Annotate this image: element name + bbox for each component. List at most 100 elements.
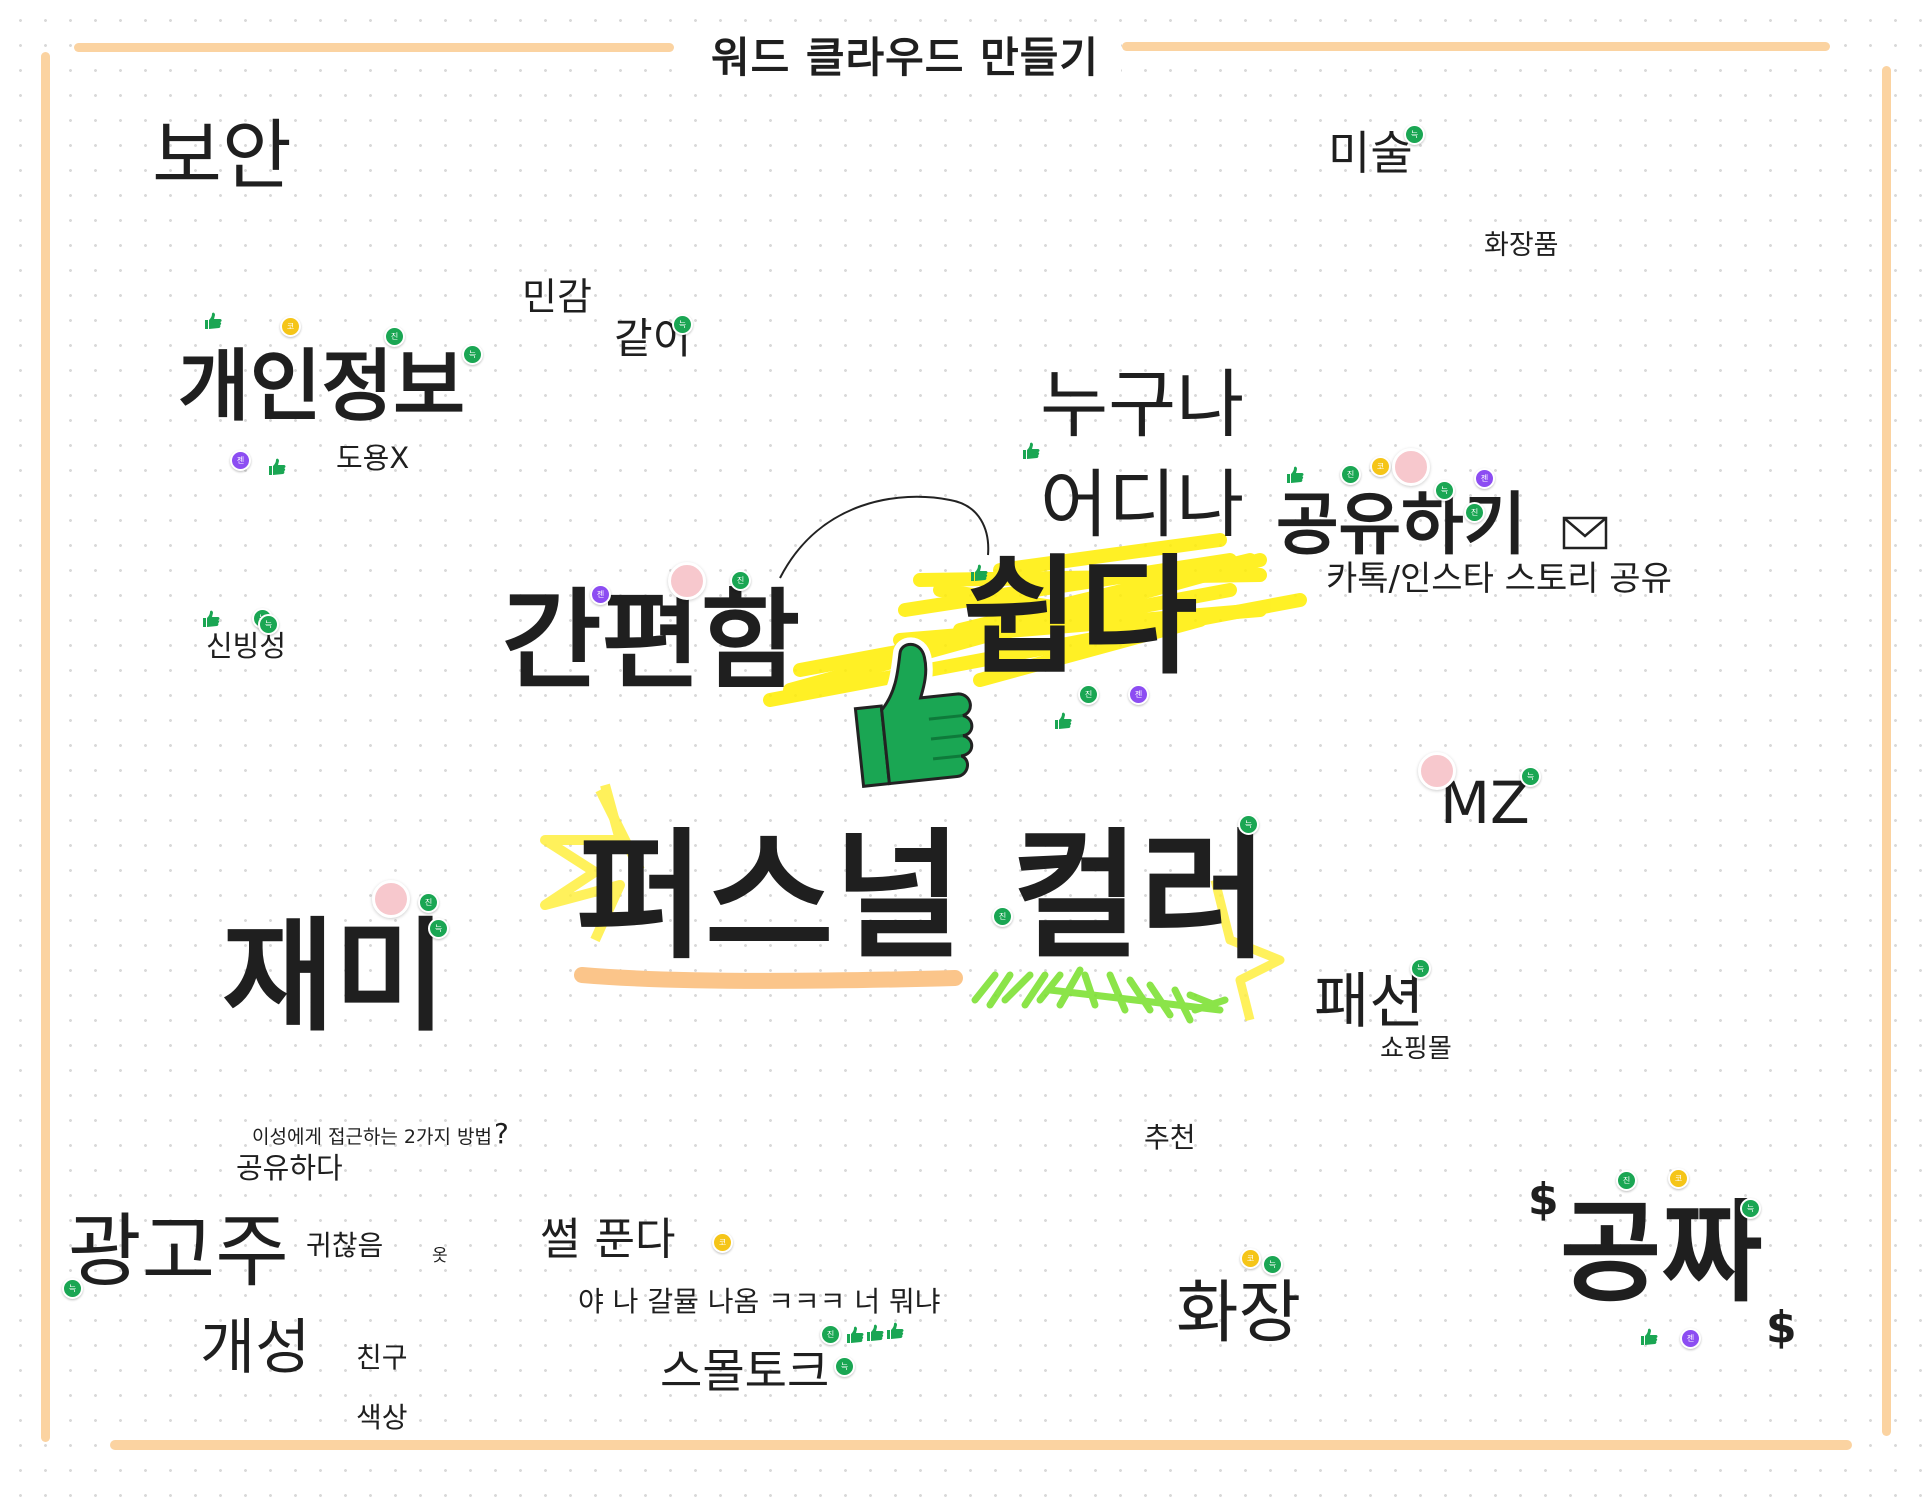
thumbs-up-icon[interactable] <box>1286 466 1304 484</box>
word-gongjja: 공짜 <box>1560 1189 1763 1317</box>
word-swipda: 쉽다 <box>962 543 1198 692</box>
dollar-sign-right: $ <box>1766 1302 1797 1353</box>
green-grass-scribble <box>971 966 1229 1024</box>
word-saeksang: 색상 <box>356 1401 408 1434</box>
avatar-nuk[interactable]: 늑 <box>1238 814 1259 835</box>
avatar-nuk[interactable]: 늑 <box>428 918 449 939</box>
avatar-nuk[interactable]: 늑 <box>258 614 279 635</box>
word-eodina: 어디나 <box>1040 462 1245 548</box>
word-jaemi: 재미 <box>222 906 447 1048</box>
avatar-jin[interactable]: 진 <box>1616 1170 1637 1191</box>
board-title-text: 워드 클라우드 만들기 <box>688 33 1121 82</box>
thumbs-up-sticker[interactable] <box>828 632 979 794</box>
thumbs-up-icon[interactable] <box>268 458 286 476</box>
avatar-jin[interactable]: 진 <box>730 570 751 591</box>
thumbs-up-icon[interactable] <box>1022 442 1040 460</box>
avatar-nuk[interactable]: 늑 <box>1404 124 1425 145</box>
frame-top-left-line <box>74 43 674 52</box>
avatar-kko[interactable]: 코 <box>280 316 301 337</box>
avatar-nuk[interactable]: 늑 <box>1740 1198 1761 1219</box>
board-title: 워드 클라우드 만들기 <box>0 24 1810 85</box>
word-gaeinjeongbo: 개인정보 <box>178 342 466 432</box>
word-gaeseong: 개성 <box>200 1313 311 1383</box>
star-highlight-left <box>540 783 645 943</box>
avatar-nuk[interactable]: 늑 <box>1410 958 1431 979</box>
frame-left-line <box>41 52 50 1442</box>
avatar-nuk[interactable]: 늑 <box>62 1278 83 1299</box>
avatar-jen[interactable]: 젠 <box>1474 468 1495 489</box>
avatar-jin[interactable]: 진 <box>384 326 405 347</box>
thumbs-up-icon[interactable] <box>202 610 220 628</box>
avatar-nuk[interactable]: 늑 <box>672 314 693 335</box>
avatar-nuk[interactable]: 늑 <box>1262 1254 1283 1275</box>
avatar-jen[interactable]: 젠 <box>230 450 251 471</box>
word-ganpyeonham: 간편함 <box>502 579 801 704</box>
word-nuguna: 누구나 <box>1040 362 1245 448</box>
avatar-nuk[interactable]: 늑 <box>1520 766 1541 787</box>
word-iseong: 이성에게 접근하는 2가지 방법? <box>252 1120 509 1148</box>
avatar-pink[interactable] <box>1392 448 1430 486</box>
avatar-jin[interactable]: 진 <box>1340 464 1361 485</box>
word-hwajang: 화장 <box>1176 1274 1302 1353</box>
avatar-jin[interactable]: 진 <box>418 892 439 913</box>
avatar-nuk[interactable]: 늑 <box>462 344 483 365</box>
word-mz: MZ <box>1440 769 1530 837</box>
word-gongyuhagi: 공유하기 <box>1276 486 1527 565</box>
word-smalltalk: 스몰토크 <box>660 1344 830 1398</box>
avatar-jin[interactable]: 진 <box>820 1324 841 1345</box>
word-sinbingseong: 신빙성 <box>206 629 287 663</box>
word-ot: 옷 <box>432 1246 448 1266</box>
avatar-nuk[interactable]: 늑 <box>834 1356 855 1377</box>
word-gwichaneum: 귀찮음 <box>306 1229 384 1262</box>
avatar-pink[interactable] <box>1418 752 1456 790</box>
envelope-icon[interactable] <box>1562 516 1608 550</box>
word-iseong-text: 이성에게 접근하는 2가지 방법 <box>252 1126 492 1148</box>
frame-right-line <box>1882 66 1891 1436</box>
thumbs-up-icon[interactable] <box>886 1322 904 1340</box>
avatar-jin[interactable]: 진 <box>1078 684 1099 705</box>
word-gwanggoju: 광고주 <box>68 1205 289 1298</box>
dollar-sign-left: $ <box>1528 1174 1559 1225</box>
word-shoppingmol: 쇼핑몰 <box>1380 1034 1452 1064</box>
yellow-scribble-highlight <box>763 533 1307 707</box>
avatar-kko[interactable]: 코 <box>1240 1248 1261 1269</box>
avatar-nuk[interactable]: 늑 <box>1434 480 1455 501</box>
thumbs-up-icon[interactable] <box>970 564 988 582</box>
avatar-kko[interactable]: 코 <box>1370 456 1391 477</box>
star-highlight-right <box>1210 878 1285 1022</box>
question-mark-doodle: ? <box>493 1117 509 1150</box>
word-katok: 카톡/인스타 스토리 공유 <box>1326 559 1672 599</box>
avatar-jen[interactable]: 젠 <box>590 584 611 605</box>
word-mingam: 민감 <box>522 275 592 319</box>
word-boan: 보안 <box>152 111 292 200</box>
orange-underline <box>574 967 963 989</box>
thumbs-up-icon[interactable] <box>204 312 222 330</box>
avatar-pink[interactable] <box>372 880 410 918</box>
envelope-icon-graphic <box>1562 516 1608 550</box>
thumbs-up-icon[interactable] <box>1054 712 1072 730</box>
word-doyong: 도용X <box>336 441 410 475</box>
word-chucheon: 추천 <box>1144 1121 1196 1154</box>
avatar-kko[interactable]: 코 <box>1668 1168 1689 1189</box>
avatar-jen[interactable]: 젠 <box>1128 684 1149 705</box>
avatar-jin[interactable]: 진 <box>1464 502 1485 523</box>
word-hwajangpum: 화장품 <box>1484 230 1559 261</box>
word-misul: 미술 <box>1328 126 1413 180</box>
avatar-kko[interactable]: 코 <box>712 1232 733 1253</box>
thumbs-up-icon[interactable] <box>866 1324 884 1342</box>
avatar-jen[interactable]: 젠 <box>1680 1328 1701 1349</box>
word-personal-color: 퍼스널 컬러 <box>576 816 1269 979</box>
word-gongyuhada: 공유하다 <box>236 1151 343 1185</box>
word-paesyeon: 패션 <box>1314 967 1425 1037</box>
avatar-pink[interactable] <box>668 562 706 600</box>
word-ya: 야 나 갈뮬 나옴 ㅋㅋㅋ 너 뭐냐 <box>578 1285 941 1318</box>
avatar-jin[interactable]: 진 <box>992 906 1013 927</box>
frame-top-right-line <box>1122 42 1830 51</box>
thumbs-up-icon[interactable] <box>846 1326 864 1344</box>
thumbs-up-icon[interactable] <box>1640 1328 1658 1346</box>
connector-curve <box>779 495 990 579</box>
frame-bottom-line <box>110 1440 1852 1450</box>
word-sseol: 썰 푼다 <box>540 1214 676 1265</box>
thumbs-up-icon <box>848 637 979 794</box>
